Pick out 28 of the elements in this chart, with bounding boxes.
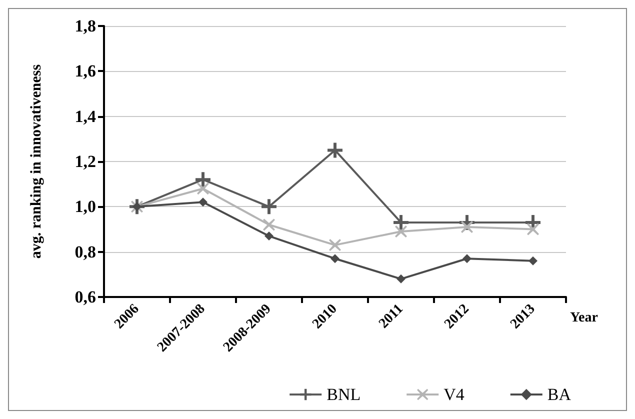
- y-axis-title: avg. ranking in innovativeness: [28, 64, 44, 259]
- point: [328, 142, 342, 158]
- y-tick-label: 1,6: [74, 62, 96, 81]
- y-tick-label: 1,0: [74, 197, 96, 216]
- y-tick-label: 0,6: [74, 288, 96, 306]
- point: [329, 239, 341, 252]
- point: [528, 256, 538, 266]
- point: [262, 199, 276, 214]
- y-tick-label: 1,4: [74, 106, 96, 126]
- legend-label: BA: [547, 385, 572, 404]
- point: [196, 172, 210, 188]
- x-axis-title: Year: [570, 310, 598, 326]
- y-tick-label: 0,8: [74, 242, 96, 262]
- legend-label: V4: [444, 385, 465, 404]
- y-tick-label: 1,8: [74, 16, 96, 36]
- point: [394, 214, 408, 230]
- point: [197, 182, 209, 195]
- point: [264, 232, 274, 241]
- point: [396, 274, 406, 284]
- y-tick-label: 1,2: [74, 152, 96, 171]
- point: [395, 226, 407, 238]
- point: [461, 220, 473, 233]
- legend-label: BNL: [326, 385, 361, 404]
- point: [198, 198, 208, 207]
- point: [527, 223, 539, 236]
- point: [462, 254, 472, 264]
- point: [263, 218, 275, 231]
- point: [330, 254, 340, 264]
